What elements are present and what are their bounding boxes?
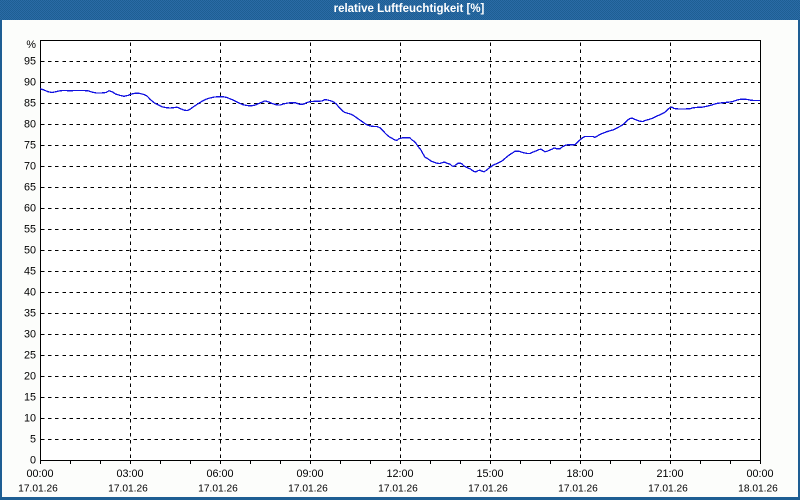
svg-text:17.01.26: 17.01.26 <box>108 484 148 495</box>
svg-text:5: 5 <box>30 434 36 446</box>
svg-text:50: 50 <box>24 245 36 257</box>
svg-text:70: 70 <box>24 161 36 173</box>
svg-text:12:00: 12:00 <box>386 468 413 480</box>
svg-text:17.01.26: 17.01.26 <box>378 484 418 495</box>
svg-text:21:00: 21:00 <box>656 468 683 480</box>
svg-text:85: 85 <box>24 98 36 110</box>
svg-text:80: 80 <box>24 119 36 131</box>
svg-text:45: 45 <box>24 266 36 278</box>
svg-text:17.01.26: 17.01.26 <box>18 484 58 495</box>
svg-text:30: 30 <box>24 329 36 341</box>
svg-text:60: 60 <box>24 203 36 215</box>
svg-text:17.01.26: 17.01.26 <box>468 484 508 495</box>
svg-text:65: 65 <box>24 182 36 194</box>
svg-text:03:00: 03:00 <box>116 468 143 480</box>
svg-text:95: 95 <box>24 56 36 68</box>
svg-text:17.01.26: 17.01.26 <box>558 484 598 495</box>
svg-text:55: 55 <box>24 224 36 236</box>
svg-text:35: 35 <box>24 308 36 320</box>
svg-text:15: 15 <box>24 392 36 404</box>
svg-text:10: 10 <box>24 413 36 425</box>
svg-text:0: 0 <box>30 455 36 467</box>
svg-text:15:00: 15:00 <box>476 468 503 480</box>
svg-text:09:00: 09:00 <box>296 468 323 480</box>
svg-text:25: 25 <box>24 350 36 362</box>
svg-text:90: 90 <box>24 77 36 89</box>
svg-text:40: 40 <box>24 287 36 299</box>
svg-text:00:00: 00:00 <box>26 468 53 480</box>
svg-text:%: % <box>26 39 36 51</box>
svg-text:17.01.26: 17.01.26 <box>288 484 328 495</box>
svg-text:18.01.26: 18.01.26 <box>738 484 778 495</box>
svg-text:75: 75 <box>24 140 36 152</box>
svg-text:20: 20 <box>24 371 36 383</box>
svg-text:17.01.26: 17.01.26 <box>648 484 688 495</box>
svg-text:06:00: 06:00 <box>206 468 233 480</box>
svg-text:00:00: 00:00 <box>746 468 773 480</box>
svg-text:17.01.26: 17.01.26 <box>198 484 238 495</box>
svg-text:18:00: 18:00 <box>566 468 593 480</box>
